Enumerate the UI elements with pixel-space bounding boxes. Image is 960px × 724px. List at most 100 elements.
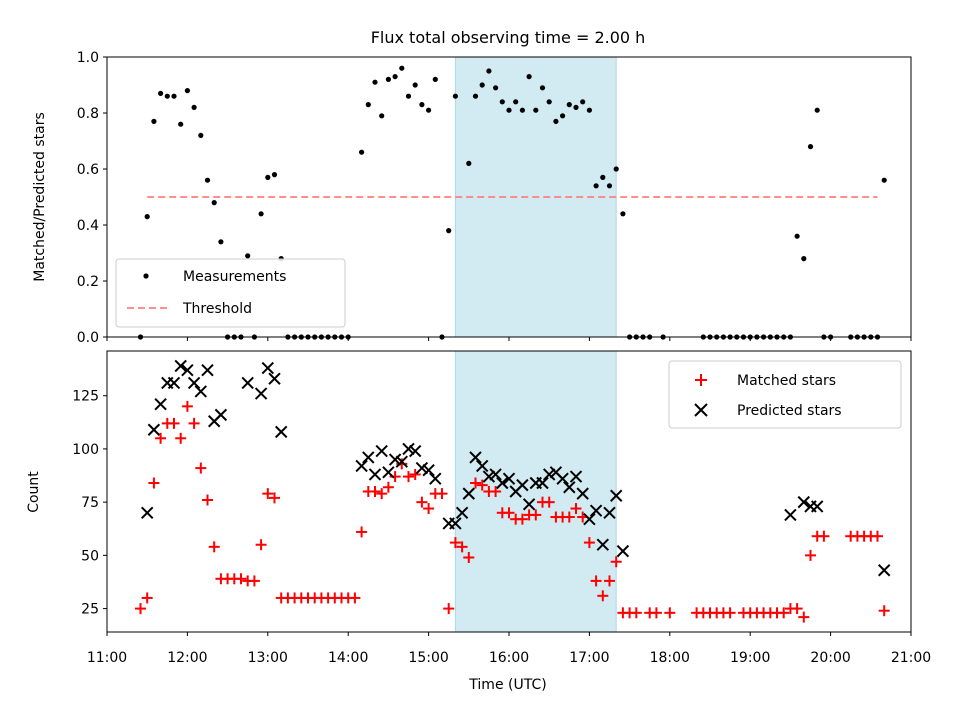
bottom-legend: Matched stars Predicted stars	[668, 360, 902, 429]
predicted-point	[187, 376, 201, 390]
predicted-point	[810, 500, 824, 513]
measurement-point	[566, 102, 572, 108]
matched-point	[530, 509, 542, 521]
matched-point	[255, 539, 267, 551]
measurement-point	[392, 74, 398, 80]
predicted-point	[784, 508, 797, 522]
top-ytick-label: 0.4	[77, 218, 99, 234]
predicted-point	[154, 398, 167, 411]
matched-point	[208, 541, 220, 553]
measurement-point	[580, 99, 586, 105]
matched-point	[369, 486, 381, 497]
matched-point	[798, 611, 810, 623]
measurement-point	[801, 256, 807, 262]
measurement-point	[466, 160, 472, 166]
predicted-point	[214, 408, 228, 422]
predicted-point	[569, 470, 583, 483]
legend-marker-matched	[695, 374, 707, 386]
predicted-point	[415, 461, 429, 475]
legend-label-threshold: Threshold	[182, 301, 252, 317]
top-ytick-label: 1.0	[77, 50, 99, 66]
predicted-point	[429, 472, 442, 485]
predicted-point	[542, 468, 556, 481]
legend-marker-predicted	[694, 403, 708, 417]
matched-point	[188, 417, 200, 429]
predicted-point	[395, 455, 409, 468]
measurement-point	[265, 174, 271, 180]
matched-point	[650, 607, 662, 619]
matched-point	[778, 607, 790, 619]
measurement-point	[620, 211, 626, 217]
measurement-point	[405, 93, 412, 99]
measurement-point	[600, 174, 606, 180]
measurement-point	[472, 93, 479, 99]
matched-point	[409, 468, 421, 480]
predicted-point	[797, 495, 811, 509]
top-legend: Measurements Threshold	[115, 258, 346, 328]
matched-point	[476, 479, 488, 491]
measurement-point	[204, 177, 211, 183]
measurement-point	[164, 93, 170, 99]
legend-marker-measurements	[143, 273, 149, 279]
matched-point	[168, 417, 180, 429]
matched-point	[262, 488, 274, 500]
matched-point	[490, 486, 502, 497]
matched-point	[235, 573, 247, 585]
matched-point	[155, 432, 167, 444]
measurement-point	[419, 102, 425, 108]
measurement-point	[258, 211, 264, 217]
predicted-point	[261, 361, 275, 375]
measurement-point	[191, 104, 197, 110]
legend-label-measurements: Measurements	[183, 269, 286, 285]
predicted-point	[475, 459, 489, 473]
matched-point	[195, 462, 207, 474]
bottom-xticks: 11:00 12:00 13:00 14:00 15:00 16:00 17:00 18:00…	[87, 632, 931, 666]
measurement-point	[807, 144, 814, 150]
predicted-point	[140, 506, 154, 519]
measurement-point	[184, 88, 190, 94]
matched-point	[148, 477, 160, 489]
matched-point	[463, 551, 475, 563]
measurement-point	[794, 233, 800, 239]
predicted-point	[482, 470, 496, 483]
matched-point	[583, 537, 595, 549]
predicted-point	[167, 376, 181, 390]
predicted-point	[516, 478, 529, 492]
predicted-point	[375, 444, 388, 458]
matched-point	[202, 494, 213, 506]
predicted-point	[603, 506, 616, 519]
bottom-xlabel: Time (UTC)	[468, 677, 546, 693]
predicted-point	[536, 476, 549, 490]
measurement-point	[379, 113, 385, 119]
matched-point	[181, 400, 193, 412]
predicted-point	[362, 451, 375, 464]
measurement-point	[385, 76, 391, 82]
measurement-point	[198, 132, 204, 138]
predicted-point	[181, 363, 194, 377]
legend-label-matched: Matched stars	[737, 373, 836, 389]
measurement-point	[426, 107, 432, 113]
measurement-point	[546, 99, 552, 105]
top-axes-frame	[106, 56, 912, 338]
legend-label-predicted: Predicted stars	[737, 403, 842, 419]
predicted-point	[422, 464, 435, 477]
bottom-xtick-label: 12:00	[167, 650, 207, 666]
bottom-ytick-label: 100	[72, 442, 99, 458]
bottom-yticks: 25 50 75 100 125	[72, 389, 107, 618]
matched-point	[872, 530, 883, 542]
measurement-point	[412, 82, 418, 88]
measurement-point	[606, 183, 613, 189]
predicted-point	[583, 512, 596, 526]
measurement-point	[613, 166, 619, 172]
bottom-panel: 25 50 75 100 125 11:00 12:00 13:00 14:00 15:00 16…	[26, 350, 931, 693]
predicted-point	[368, 468, 382, 481]
measurement-point	[560, 113, 566, 119]
predicted-point	[355, 459, 368, 473]
predicted-point	[268, 372, 281, 385]
matched-point	[516, 513, 528, 525]
predicted-point	[502, 472, 516, 485]
matched-point	[456, 541, 468, 553]
bottom-highlight-span	[454, 350, 617, 633]
matched-point	[597, 590, 609, 602]
